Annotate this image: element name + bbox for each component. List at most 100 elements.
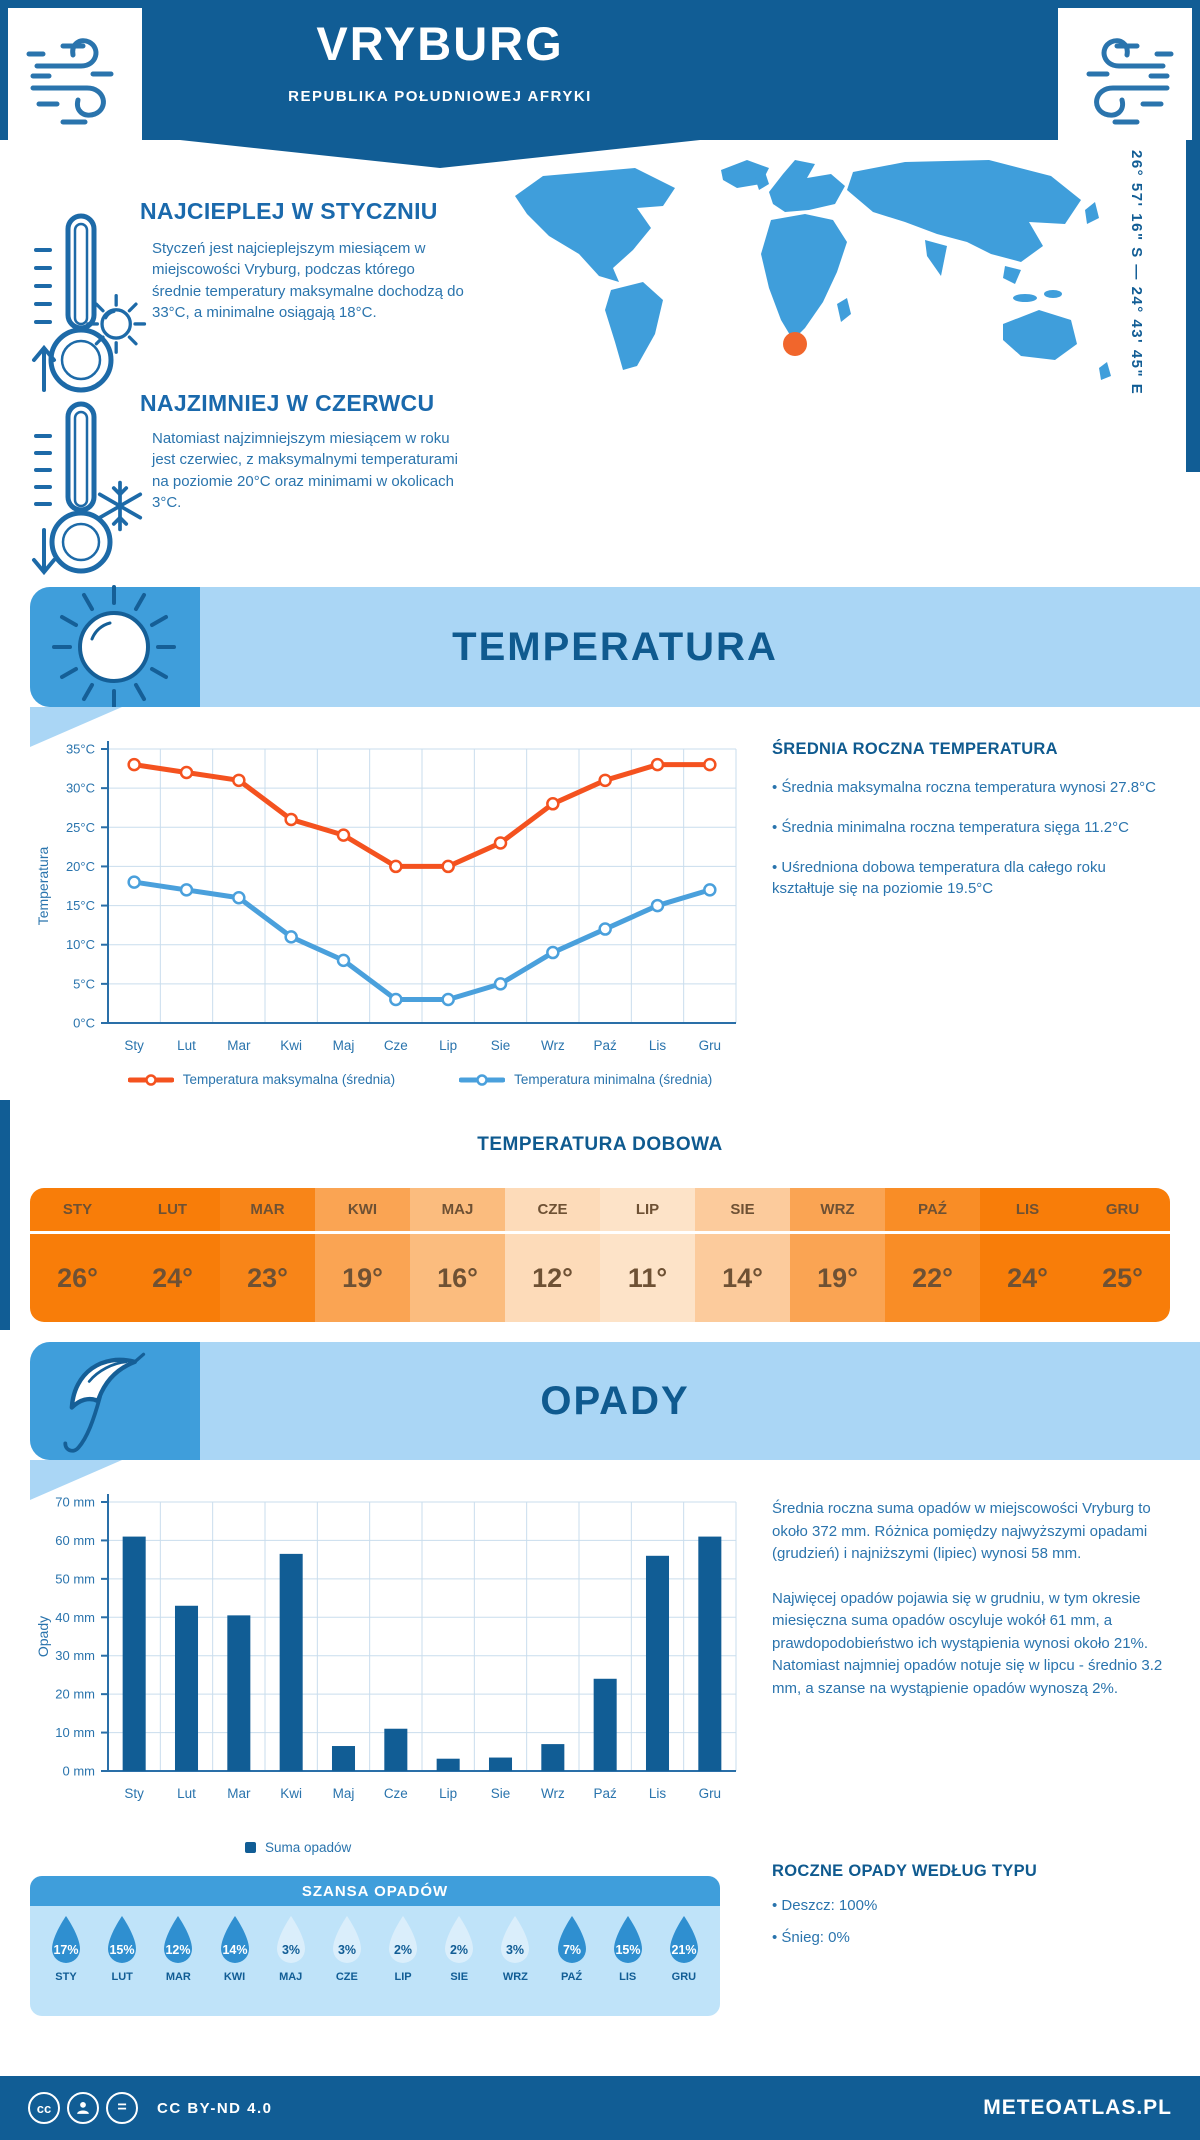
wind-decoration-left [8,8,142,154]
daily-month-label: LUT [125,1188,220,1234]
wind-icon [1086,38,1174,125]
coldest-section-text: Natomiast najzimniejszym miesiącem w rok… [152,430,458,511]
chance-droplet-item: 3% WRZ [489,1914,541,1983]
precipitation-paragraph: Średnia roczna suma opadów w miejscowośc… [772,1500,1151,1562]
line-series [131,879,713,1003]
daily-month-label: WRZ [790,1188,885,1234]
x-tick-label: Paź [594,1786,618,1801]
x-tick-label: Lip [439,1038,457,1053]
data-point [441,992,455,1007]
chance-of-precipitation-panel: SZANSA OPADÓW 17% STY 15% LUT 12% MAR 14% KWI 3%… [30,1876,720,2016]
data-point [703,883,717,897]
droplet-icon: 14% [220,1916,249,1963]
data-point [127,757,141,772]
rain-type-bullet: • Deszcz: 100% [772,1897,878,1914]
data-point [650,898,665,913]
precipitation-paragraph: Najwięcej opadów pojawia się w grudniu, … [772,1589,1163,1697]
arrow-down-icon [32,528,56,576]
droplet-icon: 7% [557,1916,586,1963]
daily-month-label: STY [30,1188,125,1234]
temperature-summary-title: ŚREDNIA ROCZNA TEMPERATURA [772,740,1058,758]
x-tick-label: Gru [699,1786,722,1801]
chance-month-label: SIE [450,1971,469,1983]
data-point [598,773,612,788]
chance-droplet-item: 21% GRU [658,1914,710,1983]
x-tick-label: Cze [384,1038,408,1053]
daily-temperature-table: STY 26° LUT 24° MAR 23° KWI 19° MAJ 16° CZE 12° LIP 1… [30,1188,1170,1322]
data-point [127,875,141,889]
svg-text:17%: 17% [53,1943,78,1957]
daily-temp-value: 24° [1007,1262,1048,1293]
chance-month-label: MAR [165,1971,191,1983]
chance-panel-title: SZANSA OPADÓW [30,1876,720,1906]
daily-table-column: MAR 23° [220,1188,315,1322]
chance-droplet-item: 17% STY [40,1914,92,1983]
bar [488,1757,513,1771]
svg-text:30 mm: 30 mm [55,1648,95,1663]
chance-month-label: STY [55,1971,77,1983]
sun-banner-icon [52,585,176,709]
svg-text:15°C: 15°C [66,898,95,913]
precipitation-banner-accent [30,1342,200,1460]
chance-month-label: LIS [619,1971,637,1983]
daily-temp-value: 19° [342,1262,383,1293]
rain-type-panel: ROCZNE OPADY WEDŁUG TYPU • Deszcz: 100% … [772,1862,1170,1949]
chance-month-label: PAŹ [560,1971,583,1983]
x-tick-label: Mar [227,1038,251,1053]
no-derivatives-icon: = [106,2092,138,2124]
droplet-icon: 2% [445,1916,474,1963]
daily-table-column: SIE 14° [695,1188,790,1322]
data-point [598,922,612,936]
chance-droplet-item: 14% KWI [209,1914,261,1983]
daily-temp-value: 16° [437,1262,478,1293]
svg-text:12%: 12% [166,1943,191,1957]
x-tick-label: Mar [227,1786,251,1801]
daily-month-label: PAŹ [885,1188,980,1234]
data-point [650,757,665,772]
header-banner [0,0,1200,140]
daily-temp-value: 11° [627,1262,668,1293]
bar-legend-label: Suma opadów [265,1840,352,1855]
daily-temp-value: 22° [912,1262,953,1293]
chance-droplet-item: 12% MAR [152,1914,204,1983]
daily-month-label: SIE [695,1188,790,1234]
svg-text:2%: 2% [394,1943,412,1957]
data-point [441,859,455,874]
footer-bar: cc = CC BY-ND 4.0 METEOATLAS.PL [0,2076,1200,2140]
daily-table-column: PAŹ 22° [885,1188,980,1322]
chance-droplet-item: 3% CZE [321,1914,373,1983]
svg-text:3%: 3% [282,1943,300,1957]
svg-text:14%: 14% [222,1943,247,1957]
license-text: CC BY-ND 4.0 [157,2099,273,2117]
data-point [546,945,560,960]
chance-droplet-item: 3% MAJ [265,1914,317,1983]
decorative-bar-right [1186,140,1200,472]
daily-temp-value: 24° [152,1262,193,1293]
chance-droplet-item: 15% LUT [96,1914,148,1983]
data-point [389,859,403,874]
daily-table-column: KWI 19° [315,1188,410,1322]
cc-icon-label: cc [36,2100,52,2116]
daily-month-label: KWI [315,1188,410,1234]
legend-line-swatch [127,1073,174,1086]
wind-decoration-right [1058,8,1192,154]
x-tick-label: Lis [649,1038,667,1053]
location-coordinates: 26° 57' 16" S — 24° 43' 45" E [1128,150,1145,396]
x-tick-label: Kwi [280,1786,302,1801]
svg-text:2%: 2% [450,1943,468,1957]
x-tick-label: Paź [594,1038,618,1053]
temperature-bullet: • Uśredniona dobowa temperatura dla całe… [772,858,1106,898]
thermometer-cold-icon [32,401,113,576]
cc-icon: cc [28,2092,60,2124]
bar [279,1553,303,1771]
droplet-icon: 3% [501,1916,530,1963]
svg-text:5°C: 5°C [73,976,95,991]
svg-text:50 mm: 50 mm [55,1571,95,1586]
bar [698,1536,722,1771]
data-point [493,836,508,850]
legend-item: Temperatura maksymalna (średnia) [127,1072,395,1087]
droplet-icon: 3% [276,1916,305,1963]
warmest-section-title: NAJCIEPLEJ W STYCZNIU [140,198,438,224]
daily-month-label: MAR [220,1188,315,1234]
chance-droplet-item: 2% SIE [433,1914,485,1983]
